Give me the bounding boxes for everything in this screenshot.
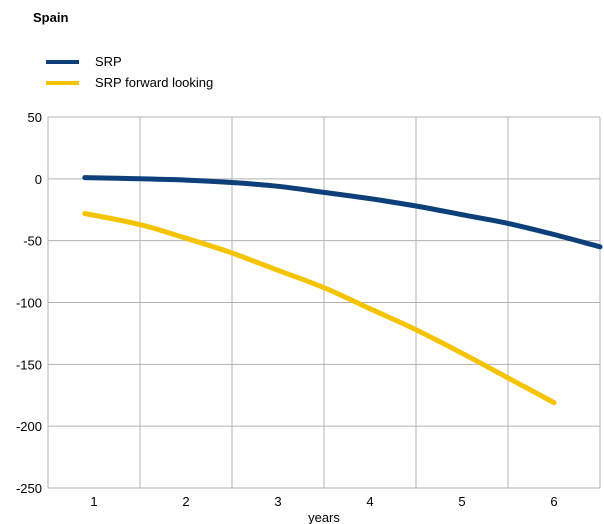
series-line-srp: [82, 175, 603, 250]
y-tick-label: -150: [16, 357, 42, 372]
x-tick-label: 1: [90, 494, 97, 509]
y-tick-label: 0: [35, 172, 42, 187]
x-tick-label: 2: [182, 494, 189, 509]
y-tick-label: -200: [16, 419, 42, 434]
legend-swatch-srp: [46, 59, 79, 64]
legend-label-srp-forward: SRP forward looking: [95, 75, 214, 90]
legend-swatch-srp-forward: [46, 80, 79, 85]
legend-label-srp: SRP: [95, 54, 122, 69]
y-tick-label: -50: [23, 234, 42, 249]
legend-item-srp: SRP: [46, 51, 213, 72]
x-tick-label: 4: [366, 494, 373, 509]
chart-title: Spain: [33, 10, 69, 25]
x-tick-label: 6: [550, 494, 557, 509]
x-axis-title: years: [308, 510, 340, 524]
legend: SRP SRP forward looking: [46, 51, 213, 93]
legend-item-srp-forward: SRP forward looking: [46, 72, 213, 93]
y-tick-label: 50: [28, 110, 42, 125]
x-tick-label: 5: [458, 494, 465, 509]
y-tick-label: -100: [16, 296, 42, 311]
series-line-srp-forward-looking: [82, 211, 557, 406]
y-tick-label: -250: [16, 481, 42, 496]
x-tick-label: 3: [274, 494, 281, 509]
